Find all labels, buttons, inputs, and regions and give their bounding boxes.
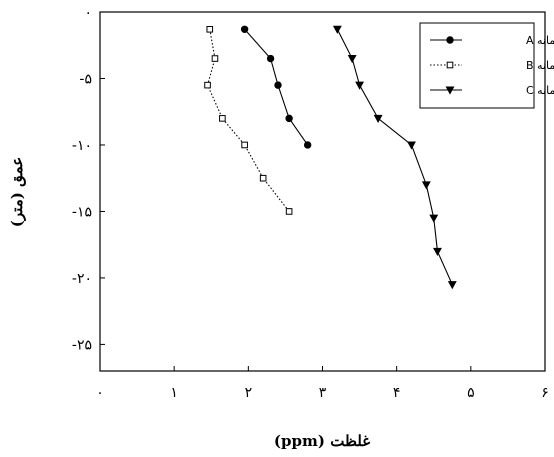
data-point [266, 54, 275, 63]
data-point [355, 81, 365, 90]
y-axis-title: عمق (متر) [8, 157, 26, 227]
legend-label: گمانه C [526, 84, 554, 97]
data-point [204, 81, 211, 89]
series-2 [204, 25, 293, 215]
series-3 [332, 25, 457, 290]
legend-items: گمانه A گمانه B گمانه C [430, 34, 554, 97]
x-tick-label: ۵ [467, 385, 475, 401]
y-tick-label: -۲۰ [72, 271, 92, 287]
legend-marker [445, 86, 455, 95]
y-tick-label: -۱۰ [72, 138, 92, 154]
data-point [206, 25, 214, 33]
data-point [429, 214, 439, 223]
data-point [303, 141, 312, 149]
x-axis-title: غلظت (ppm) [274, 432, 370, 450]
legend-item: گمانه B [430, 59, 554, 72]
x-tick-label: ۳ [319, 385, 327, 401]
y-tick-label: -۵ [79, 71, 92, 87]
data-point [447, 281, 457, 290]
x-tick-label: ۴ [393, 385, 401, 401]
legend-item: گمانه A [430, 34, 554, 47]
x-tick-label: ۲ [245, 385, 253, 401]
series-layer [204, 25, 457, 290]
y-tick-label: -۲۵ [72, 337, 92, 353]
legend-marker [446, 36, 454, 44]
x-tick-label: ۱ [170, 385, 178, 401]
data-point [373, 114, 383, 124]
data-point [407, 141, 416, 150]
data-point [421, 181, 431, 190]
legend-item: گمانه C [430, 84, 554, 97]
data-point [240, 25, 249, 33]
x-tick-label: ۶ [541, 385, 549, 401]
legend: گمانه A گمانه B گمانه C [419, 22, 554, 109]
x-axis-ticks: ۰ ۱ ۲ ۳ ۴ ۵ ۶ [96, 366, 549, 401]
data-point [285, 114, 293, 123]
data-point [433, 247, 442, 256]
legend-box [419, 22, 535, 109]
data-point [285, 208, 293, 215]
legend-marker [446, 61, 454, 69]
data-point [347, 55, 357, 64]
data-point [211, 55, 219, 62]
legend-label: گمانه A [526, 34, 554, 47]
data-point [332, 25, 342, 34]
data-point [219, 115, 226, 122]
legend-label: گمانه B [526, 59, 554, 72]
series-1 [240, 25, 312, 149]
y-tick-label: -۱۵ [72, 204, 92, 220]
data-point [259, 174, 267, 182]
data-point [274, 81, 282, 89]
y-axis-ticks: ۰ -۵ -۱۰ -۱۵ -۲۰ -۲۵ [72, 5, 105, 353]
x-tick-label: ۰ [96, 385, 104, 401]
data-point [241, 141, 248, 149]
y-tick-label: ۰ [84, 5, 92, 21]
